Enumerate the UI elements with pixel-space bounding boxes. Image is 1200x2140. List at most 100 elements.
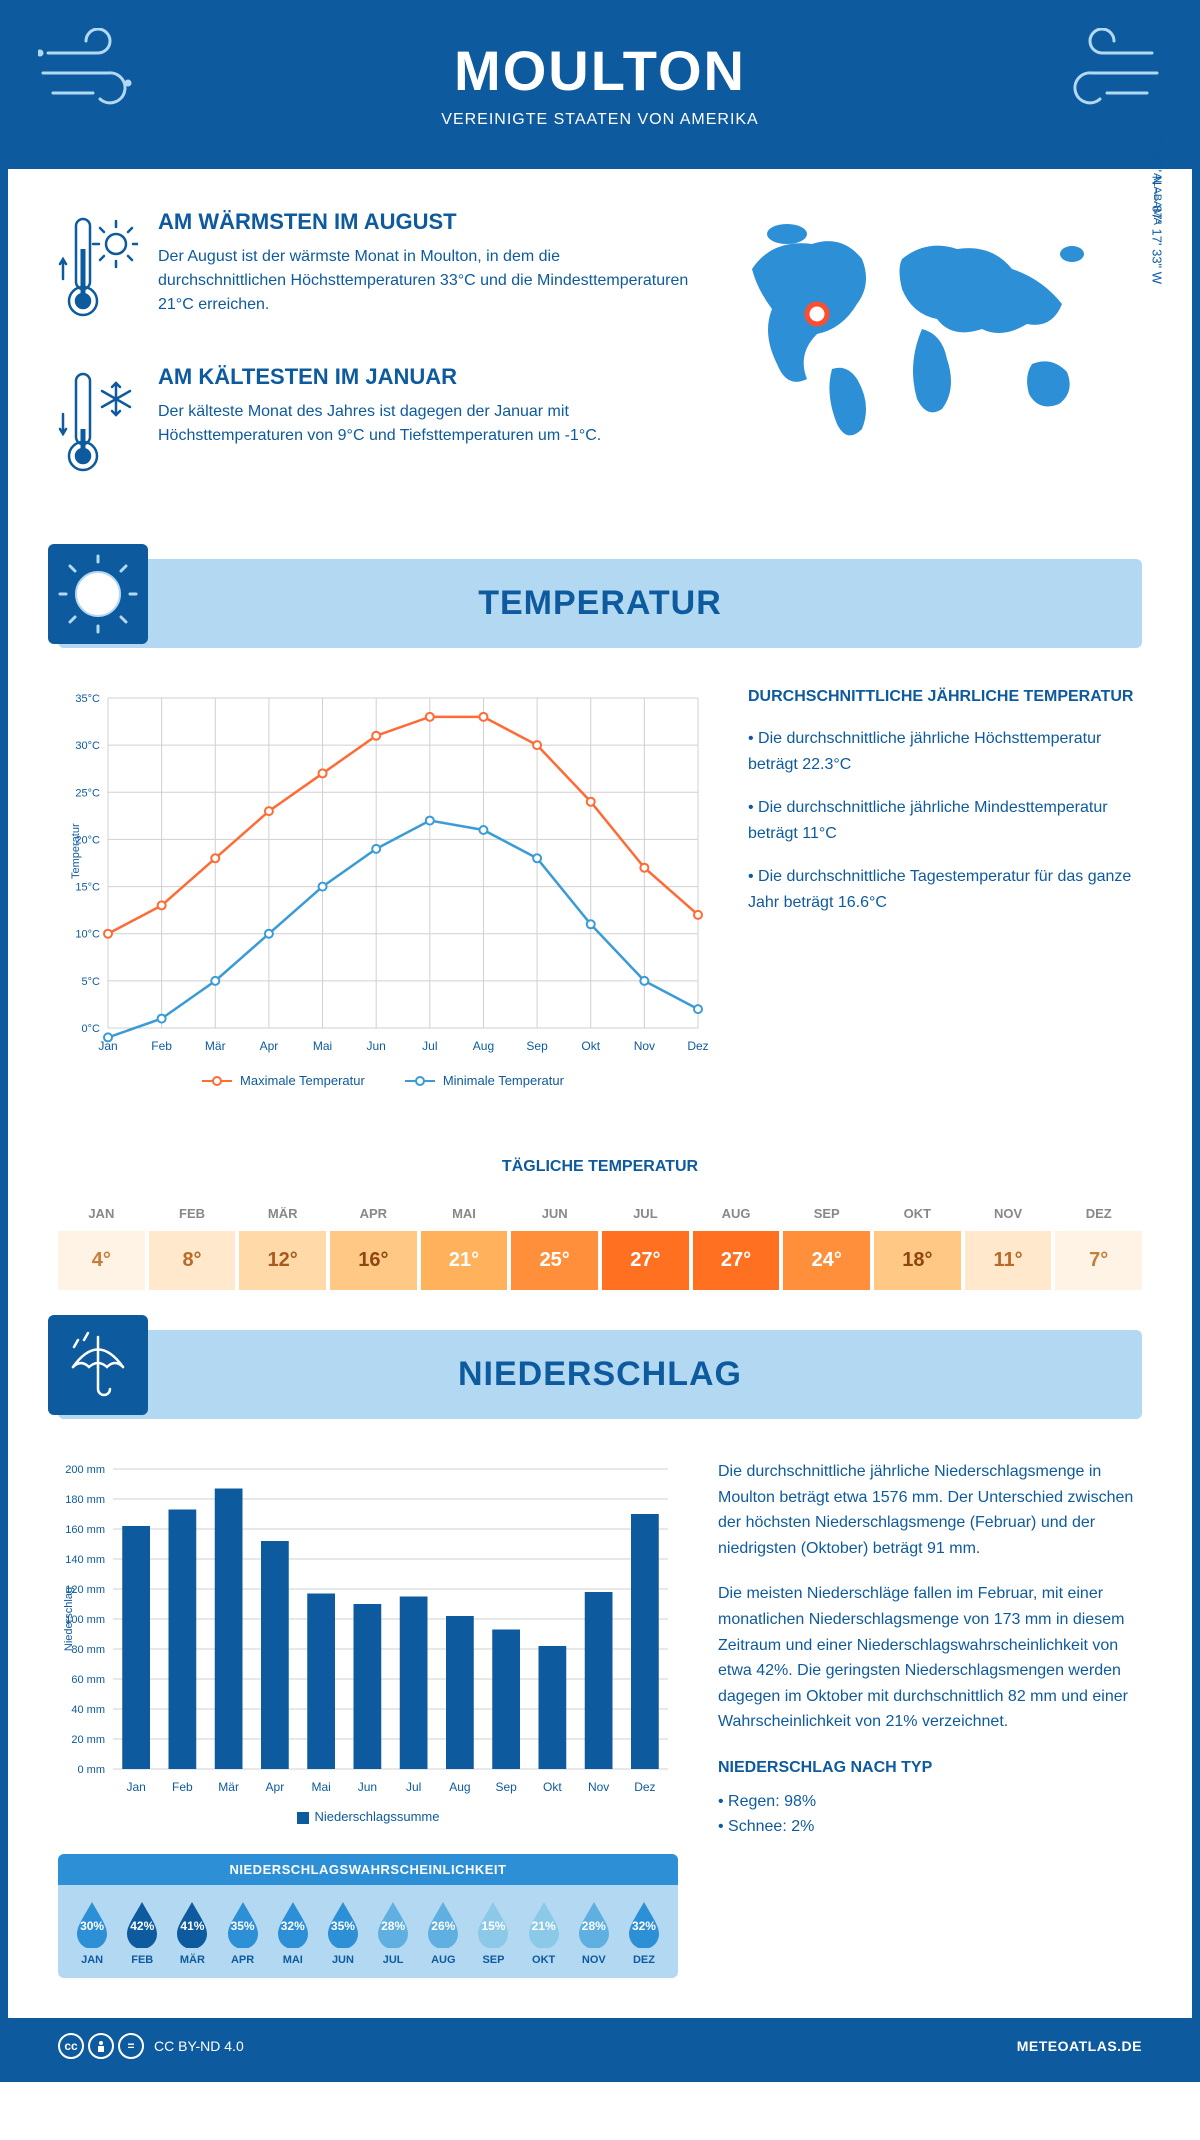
svg-text:Mär: Mär xyxy=(218,1780,239,1794)
prob-cell: 21%OKT xyxy=(520,1900,568,1966)
svg-text:Jun: Jun xyxy=(358,1780,377,1794)
svg-text:Apr: Apr xyxy=(260,1039,279,1053)
daily-temp-cell: NOV11° xyxy=(965,1196,1052,1290)
sun-icon xyxy=(48,544,148,644)
raindrop-icon: 21% xyxy=(525,1900,563,1948)
location-title: MOULTON xyxy=(28,38,1172,103)
svg-text:Nov: Nov xyxy=(588,1780,609,1794)
prob-cell: 41%MÄR xyxy=(168,1900,216,1966)
svg-text:Okt: Okt xyxy=(581,1039,600,1053)
svg-text:35°C: 35°C xyxy=(75,693,100,705)
temperature-summary: DURCHSCHNITTLICHE JÄHRLICHE TEMPERATUR •… xyxy=(748,688,1142,1088)
location-country: VEREINIGTE STAATEN VON AMERIKA xyxy=(28,111,1172,129)
prob-cell: 35%APR xyxy=(219,1900,267,1966)
coordinates: 34° 28' 52" N — 87° 17' 33" W xyxy=(1150,109,1165,284)
license-text: CC BY-ND 4.0 xyxy=(154,2038,244,2054)
raindrop-icon: 35% xyxy=(224,1900,262,1948)
prob-cell: 35%JUN xyxy=(319,1900,367,1966)
site-name: METEOATLAS.DE xyxy=(1017,2038,1142,2054)
daily-temp-title: TÄGLICHE TEMPERATUR xyxy=(8,1158,1192,1176)
temp-y-axis-label: Temperatur xyxy=(70,823,82,879)
temp-bullet: • Die durchschnittliche jährliche Höchst… xyxy=(748,726,1142,777)
precipitation-summary: Die durchschnittliche jährliche Niedersc… xyxy=(718,1459,1142,1978)
svg-text:160 mm: 160 mm xyxy=(65,1524,105,1536)
svg-text:0°C: 0°C xyxy=(82,1023,101,1035)
svg-text:5°C: 5°C xyxy=(82,976,101,988)
cc-by-icon xyxy=(88,2033,114,2059)
svg-text:0 mm: 0 mm xyxy=(78,1764,106,1776)
svg-text:20 mm: 20 mm xyxy=(71,1734,105,1746)
daily-temp-table: JAN4°FEB8°MÄR12°APR16°MAI21°JUN25°JUL27°… xyxy=(8,1196,1192,1290)
location-marker-icon xyxy=(807,304,827,324)
daily-temp-cell: SEP24° xyxy=(783,1196,870,1290)
temperature-banner: TEMPERATUR xyxy=(58,559,1142,648)
svg-text:Aug: Aug xyxy=(473,1039,494,1053)
raindrop-icon: 15% xyxy=(474,1900,512,1948)
svg-text:60 mm: 60 mm xyxy=(71,1674,105,1686)
daily-temp-cell: MAI21° xyxy=(421,1196,508,1290)
svg-text:Mär: Mär xyxy=(205,1039,226,1053)
svg-text:Jul: Jul xyxy=(406,1780,421,1794)
daily-temp-cell: JUN25° xyxy=(511,1196,598,1290)
svg-text:Aug: Aug xyxy=(449,1780,470,1794)
raindrop-icon: 32% xyxy=(625,1900,663,1948)
cc-icon: cc xyxy=(58,2033,84,2059)
svg-text:30°C: 30°C xyxy=(75,740,100,752)
prob-cell: 28%JUL xyxy=(369,1900,417,1966)
raindrop-icon: 42% xyxy=(123,1900,161,1948)
prob-cell: 26%AUG xyxy=(419,1900,467,1966)
temp-bullet: • Die durchschnittliche Tagestemperatur … xyxy=(748,864,1142,915)
coldest-body: Der kälteste Monat des Jahres ist dagege… xyxy=(158,400,692,448)
temperature-section: Temperatur 0°C5°C10°C15°C20°C25°C30°C35°… xyxy=(8,648,1192,1128)
precipitation-bar-chart: 0 mm20 mm40 mm60 mm80 mm100 mm120 mm140 … xyxy=(58,1459,678,1799)
legend-max: Maximale Temperatur xyxy=(240,1073,365,1088)
svg-text:Niederschlag: Niederschlag xyxy=(63,1587,75,1651)
world-map-wrap: ALABAMA 34° 28' 52" N — 87° 17' 33" W xyxy=(722,209,1142,519)
wind-icon-left xyxy=(38,28,148,123)
temperature-title: TEMPERATUR xyxy=(78,584,1122,623)
svg-text:Okt: Okt xyxy=(543,1780,562,1794)
world-map-icon xyxy=(722,209,1122,449)
prob-cell: 42%FEB xyxy=(118,1900,166,1966)
precip-text-2: Die meisten Niederschläge fallen im Febr… xyxy=(718,1581,1142,1735)
prob-title: NIEDERSCHLAGSWAHRSCHEINLICHKEIT xyxy=(58,1854,678,1885)
precip-type-snow: • Schnee: 2% xyxy=(718,1814,1142,1840)
svg-text:Feb: Feb xyxy=(172,1780,193,1794)
prob-cell: 28%NOV xyxy=(570,1900,618,1966)
svg-text:10°C: 10°C xyxy=(75,929,100,941)
raindrop-icon: 26% xyxy=(424,1900,462,1948)
header: MOULTON VEREINIGTE STAATEN VON AMERIKA xyxy=(8,8,1192,169)
infographic-container: MOULTON VEREINIGTE STAATEN VON AMERIKA A… xyxy=(0,0,1200,2082)
precip-type-rain: • Regen: 98% xyxy=(718,1789,1142,1815)
coldest-title: AM KÄLTESTEN IM JANUAR xyxy=(158,364,692,390)
svg-text:200 mm: 200 mm xyxy=(65,1464,105,1476)
svg-text:Nov: Nov xyxy=(634,1039,655,1053)
footer: cc = CC BY-ND 4.0 METEOATLAS.DE xyxy=(8,2018,1192,2074)
thermometer-hot-icon xyxy=(58,209,138,334)
intro-section: AM WÄRMSTEN IM AUGUST Der August ist der… xyxy=(8,169,1192,559)
temp-summary-title: DURCHSCHNITTLICHE JÄHRLICHE TEMPERATUR xyxy=(748,688,1142,706)
daily-temp-cell: DEZ7° xyxy=(1055,1196,1142,1290)
svg-text:15°C: 15°C xyxy=(75,882,100,894)
svg-text:25°C: 25°C xyxy=(75,787,100,799)
svg-text:Sep: Sep xyxy=(495,1780,517,1794)
svg-text:Apr: Apr xyxy=(266,1780,285,1794)
cc-icons: cc = xyxy=(58,2033,144,2059)
prob-cell: 30%JAN xyxy=(68,1900,116,1966)
precipitation-section: 0 mm20 mm40 mm60 mm80 mm100 mm120 mm140 … xyxy=(8,1419,1192,2018)
precip-probability: NIEDERSCHLAGSWAHRSCHEINLICHKEIT 30%JAN42… xyxy=(58,1854,678,1978)
svg-text:180 mm: 180 mm xyxy=(65,1494,105,1506)
daily-temp-cell: FEB8° xyxy=(149,1196,236,1290)
thermometer-cold-icon xyxy=(58,364,138,489)
cc-nd-icon: = xyxy=(118,2033,144,2059)
daily-temp-cell: JUL27° xyxy=(602,1196,689,1290)
umbrella-icon xyxy=(48,1315,148,1415)
precip-text-1: Die durchschnittliche jährliche Niedersc… xyxy=(718,1459,1142,1561)
precip-type-title: NIEDERSCHLAG NACH TYP xyxy=(718,1755,1142,1781)
prob-cell: 15%SEP xyxy=(469,1900,517,1966)
prob-cell: 32%DEZ xyxy=(620,1900,668,1966)
temperature-line-chart: Temperatur 0°C5°C10°C15°C20°C25°C30°C35°… xyxy=(58,688,708,1058)
raindrop-icon: 41% xyxy=(173,1900,211,1948)
svg-text:Mai: Mai xyxy=(313,1039,332,1053)
warmest-body: Der August ist der wärmste Monat in Moul… xyxy=(158,245,692,317)
